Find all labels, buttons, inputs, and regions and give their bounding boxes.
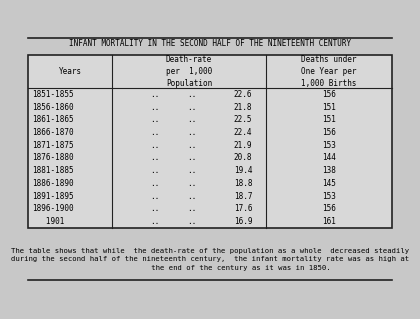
- Text: INFANT MORTALITY IN THE SECOND HALF OF THE NINETEENTH CENTURY: INFANT MORTALITY IN THE SECOND HALF OF T…: [69, 40, 351, 48]
- Text: 153: 153: [322, 141, 336, 150]
- Text: ..: ..: [150, 204, 160, 213]
- Text: 17.6: 17.6: [234, 204, 252, 213]
- Text: ..: ..: [150, 128, 160, 137]
- Text: 1871-1875: 1871-1875: [32, 141, 74, 150]
- Text: 1881-1885: 1881-1885: [32, 166, 74, 175]
- Text: 21.8: 21.8: [234, 103, 252, 112]
- Text: 156: 156: [322, 128, 336, 137]
- Text: 18.7: 18.7: [234, 192, 252, 201]
- Text: 1866-1870: 1866-1870: [32, 128, 74, 137]
- Text: 19.4: 19.4: [234, 166, 252, 175]
- Text: ..: ..: [187, 103, 197, 112]
- Text: 22.6: 22.6: [234, 90, 252, 99]
- Text: 16.9: 16.9: [234, 217, 252, 226]
- Text: Deaths under
One Year per
1,000 Births: Deaths under One Year per 1,000 Births: [301, 55, 357, 88]
- Text: Death-rate
per  1,000
Population: Death-rate per 1,000 Population: [166, 55, 212, 88]
- Text: 22.5: 22.5: [234, 115, 252, 124]
- Text: 156: 156: [322, 204, 336, 213]
- Text: 1861-1865: 1861-1865: [32, 115, 74, 124]
- Text: ..: ..: [187, 204, 197, 213]
- Text: Years: Years: [58, 67, 81, 76]
- Text: ..: ..: [150, 217, 160, 226]
- Text: 144: 144: [322, 153, 336, 162]
- Text: 145: 145: [322, 179, 336, 188]
- Text: ..: ..: [187, 153, 197, 162]
- Text: ..: ..: [187, 192, 197, 201]
- Text: ..: ..: [187, 115, 197, 124]
- Text: ..: ..: [150, 166, 160, 175]
- Text: 1851-1855: 1851-1855: [32, 90, 74, 99]
- Text: 138: 138: [322, 166, 336, 175]
- Text: 153: 153: [322, 192, 336, 201]
- Text: ..: ..: [187, 179, 197, 188]
- Text: ..: ..: [187, 141, 197, 150]
- Text: 1891-1895: 1891-1895: [32, 192, 74, 201]
- Text: ..: ..: [187, 166, 197, 175]
- Text: 22.4: 22.4: [234, 128, 252, 137]
- Text: ..: ..: [150, 115, 160, 124]
- Text: during the second half of the nineteenth century,  the infant mortality rate was: during the second half of the nineteenth…: [11, 256, 409, 263]
- Text: 151: 151: [322, 115, 336, 124]
- Text: ..: ..: [187, 217, 197, 226]
- Text: 1901: 1901: [32, 217, 64, 226]
- Text: ..: ..: [150, 141, 160, 150]
- Text: 1896-1900: 1896-1900: [32, 204, 74, 213]
- Text: 161: 161: [322, 217, 336, 226]
- FancyBboxPatch shape: [28, 55, 392, 228]
- Text: 156: 156: [322, 90, 336, 99]
- Text: ..: ..: [150, 192, 160, 201]
- Text: 1886-1890: 1886-1890: [32, 179, 74, 188]
- Text: ..: ..: [150, 153, 160, 162]
- Text: The table shows that while  the death-rate of the population as a whole  decreas: The table shows that while the death-rat…: [11, 248, 409, 254]
- Text: 21.9: 21.9: [234, 141, 252, 150]
- Text: ..: ..: [150, 90, 160, 99]
- Text: 1856-1860: 1856-1860: [32, 103, 74, 112]
- Text: ..: ..: [150, 179, 160, 188]
- Text: 151: 151: [322, 103, 336, 112]
- Text: ..: ..: [187, 90, 197, 99]
- Text: 1876-1880: 1876-1880: [32, 153, 74, 162]
- Text: ..: ..: [150, 103, 160, 112]
- Text: 20.8: 20.8: [234, 153, 252, 162]
- Text: ..: ..: [187, 128, 197, 137]
- Text: the end of the century as it was in 1850.: the end of the century as it was in 1850…: [90, 265, 330, 271]
- Text: 18.8: 18.8: [234, 179, 252, 188]
